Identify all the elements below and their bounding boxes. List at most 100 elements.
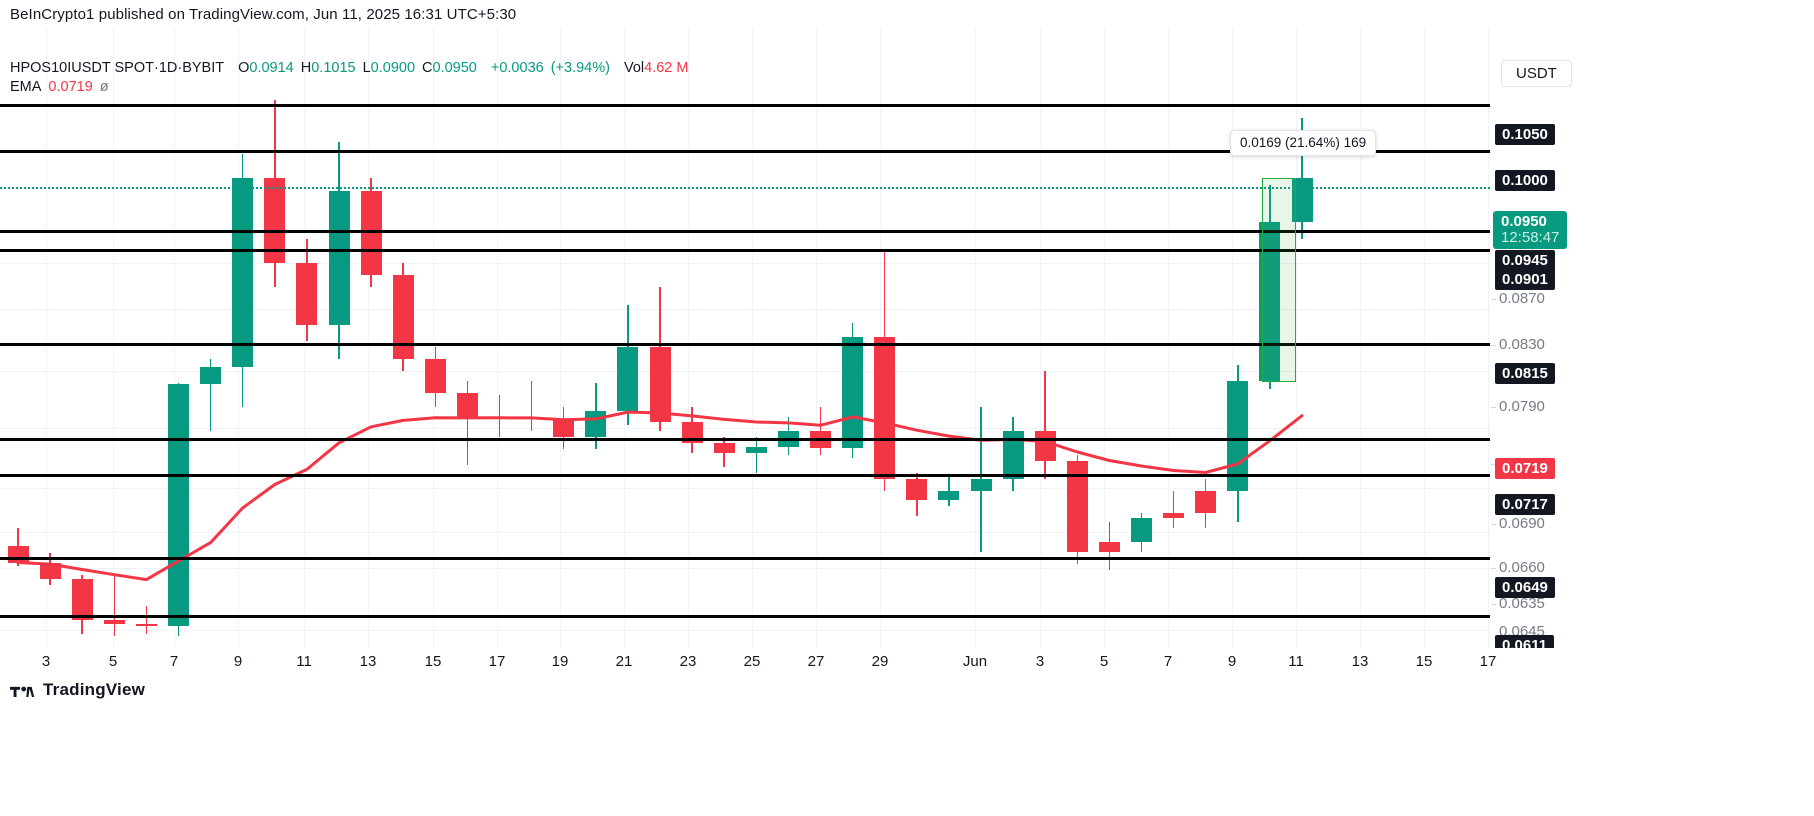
tradingview-wordmark: TradingView	[43, 680, 146, 699]
price-level-badge[interactable]: 0.0649	[1495, 577, 1555, 598]
grid-line-vertical	[688, 28, 689, 648]
candle-body[interactable]	[745, 446, 767, 453]
legend-sep-2: ·	[177, 60, 183, 76]
chart-plot-area[interactable]	[0, 28, 1490, 648]
candle-body[interactable]	[392, 274, 414, 360]
candle-body[interactable]	[842, 337, 864, 449]
candle-body[interactable]	[39, 562, 61, 580]
candle-body[interactable]	[264, 178, 286, 263]
grid-line-vertical	[1040, 28, 1041, 648]
grid-line-horizontal	[0, 309, 1490, 310]
bar-close-countdown: 12:58:47	[1501, 229, 1560, 246]
measurement-tooltip: 0.0169 (21.64%) 169	[1230, 130, 1377, 156]
time-axis-tick-label: 15	[424, 653, 442, 670]
legend-interval[interactable]: 1D	[158, 60, 178, 76]
candle-body[interactable]	[103, 620, 125, 624]
candle-body[interactable]	[135, 623, 157, 627]
time-axis-tick-label: 23	[679, 653, 697, 670]
grid-line-vertical	[1168, 28, 1169, 648]
time-axis-tick-label: Jun	[962, 653, 988, 670]
grid-line-horizontal	[0, 263, 1490, 264]
candle-body[interactable]	[489, 416, 510, 420]
candle-body[interactable]	[874, 337, 896, 480]
price-level-badge[interactable]: 0.0719	[1495, 458, 1555, 479]
time-axis-tick-label: 7	[1163, 653, 1173, 670]
candle-body[interactable]	[328, 190, 350, 326]
chart-frame[interactable]: HPOS10IUSDT SPOT · 1D · BYBIT O 0.0914 H…	[0, 28, 1814, 707]
price-level-line[interactable]	[0, 557, 1490, 560]
candle-body[interactable]	[585, 410, 607, 438]
price-axis-tick-label: 0.0790	[1499, 398, 1545, 415]
candle-body[interactable]	[713, 443, 735, 453]
price-level-badge[interactable]: 0.0901	[1495, 269, 1555, 290]
time-axis-tick-label: 17	[1479, 653, 1497, 670]
time-axis-tick-label: 7	[169, 653, 179, 670]
legend-low-label: L	[362, 60, 371, 76]
time-axis-tick-label: 11	[1288, 653, 1304, 670]
candle-body[interactable]	[200, 367, 222, 385]
candle-wick	[209, 359, 212, 432]
candle-body[interactable]	[938, 491, 960, 500]
candle-body[interactable]	[456, 392, 478, 420]
candle-body[interactable]	[1195, 491, 1217, 514]
candle-body[interactable]	[296, 262, 318, 326]
candle-body[interactable]	[1131, 517, 1152, 543]
candle-body[interactable]	[1034, 431, 1056, 462]
candle-wick	[113, 574, 116, 636]
candle-body[interactable]	[424, 359, 446, 393]
price-level-line[interactable]	[0, 615, 1490, 618]
price-level-line[interactable]	[0, 438, 1490, 441]
last-price-badge[interactable]: 0.0950 12:58:47	[1493, 211, 1568, 249]
candle-body[interactable]	[1163, 513, 1185, 518]
time-axis-tick-label: 3	[1035, 653, 1045, 670]
grid-line-vertical	[113, 28, 114, 648]
price-level-badge[interactable]: 0.0815	[1495, 363, 1555, 384]
grid-line-vertical	[368, 28, 369, 648]
candle-wick	[530, 380, 533, 432]
candle-body[interactable]	[232, 178, 254, 368]
tradingview-logo[interactable]: TradingView	[10, 680, 145, 700]
price-level-badge[interactable]: 0.0945	[1495, 250, 1555, 271]
candle-body[interactable]	[71, 579, 93, 621]
candle-body[interactable]	[1259, 221, 1281, 381]
measurement-selection-box[interactable]	[1262, 178, 1296, 382]
legend-open-value: 0.0914	[249, 60, 294, 76]
price-axis[interactable]: USDT 0.08700.08300.07900.07500.06900.066…	[1490, 56, 1814, 707]
price-level-line[interactable]	[0, 150, 1490, 153]
legend-exchange[interactable]: BYBIT	[182, 60, 225, 76]
time-axis-tick-label: 9	[1227, 653, 1237, 670]
price-level-line[interactable]	[0, 343, 1490, 346]
time-axis-tick-label: 15	[1415, 653, 1433, 670]
legend-ema-name[interactable]: EMA	[10, 79, 42, 95]
candle-body[interactable]	[617, 347, 639, 411]
candle-body[interactable]	[168, 384, 189, 627]
price-level-badge[interactable]: 0.0717	[1495, 494, 1555, 515]
legend-close-label: C	[422, 60, 433, 76]
legend-ema-value: 0.0719	[48, 79, 93, 95]
time-axis-tick-label: 17	[488, 653, 506, 670]
price-level-badge[interactable]: 0.1050	[1495, 124, 1555, 145]
candle-body[interactable]	[906, 479, 928, 500]
price-axis-tick-mark	[1491, 299, 1496, 300]
candle-body[interactable]	[1098, 542, 1120, 552]
price-level-line[interactable]	[0, 104, 1490, 107]
price-axis-currency-label[interactable]: USDT	[1501, 60, 1572, 87]
price-level-line[interactable]	[0, 230, 1490, 233]
candle-body[interactable]	[521, 416, 543, 420]
candle-body[interactable]	[649, 347, 671, 422]
legend-symbol[interactable]: HPOS10IUSDT SPOT	[10, 60, 154, 76]
candle-body[interactable]	[553, 419, 575, 438]
candle-body[interactable]	[360, 190, 382, 275]
time-axis-tick-label: 29	[871, 653, 889, 670]
price-level-line[interactable]	[0, 249, 1490, 252]
candle-body[interactable]	[970, 479, 992, 492]
price-level-badge[interactable]: 0.1000	[1495, 170, 1555, 191]
legend-open-label: O	[238, 60, 250, 76]
grid-line-vertical	[433, 28, 434, 648]
candle-body[interactable]	[7, 545, 29, 563]
candle-body[interactable]	[1291, 178, 1313, 222]
time-axis-tick-label: 5	[108, 653, 118, 670]
price-level-line[interactable]	[0, 474, 1490, 477]
price-axis-tick-label: 0.0870	[1499, 290, 1545, 307]
